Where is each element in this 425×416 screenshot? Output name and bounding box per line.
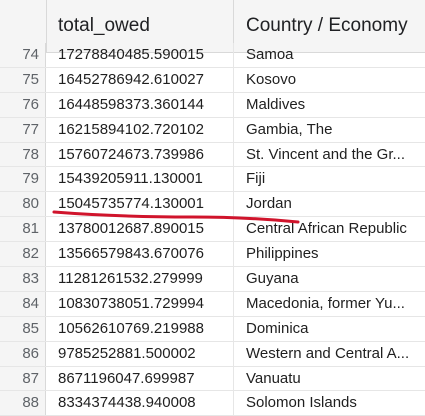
cell-country[interactable]: Kosovo <box>246 70 297 88</box>
cell-country[interactable]: Dominica <box>246 319 309 337</box>
table-body: 74 17278840485.590015 Samoa 75 16452786942.6… <box>0 43 425 416</box>
cell-total-owed[interactable]: 17278840485.590015 <box>46 43 234 67</box>
cell-country[interactable]: Vanuatu <box>246 369 301 387</box>
column-header-country[interactable]: Country / Economy <box>246 15 408 36</box>
cell-total-owed[interactable]: 13780012687.890015 <box>46 217 234 242</box>
table-row[interactable]: 77 16215894102.720102 Gambia, The <box>0 117 425 143</box>
row-index: 79 <box>0 167 46 192</box>
row-index: 78 <box>0 142 46 167</box>
row-index: 85 <box>0 316 46 341</box>
index-column-header <box>0 0 47 52</box>
column-header-total-owed[interactable]: total_owed <box>46 0 234 52</box>
table-row[interactable]: 81 13780012687.890015 Central African Repu… <box>0 217 425 243</box>
row-index: 81 <box>0 217 46 242</box>
row-index: 84 <box>0 291 46 316</box>
row-index: 76 <box>0 92 46 117</box>
table-row[interactable]: 86 9785252881.500002 Western and Central A… <box>0 341 425 367</box>
cell-total-owed[interactable]: 16448598373.360144 <box>46 92 234 117</box>
row-index: 87 <box>0 366 46 391</box>
cell-total-owed[interactable]: 11281261532.279999 <box>46 267 234 291</box>
cell-total-owed[interactable]: 8334374438.940008 <box>46 391 234 416</box>
cell-country[interactable]: Maldives <box>246 95 306 113</box>
cell-country[interactable]: Guyana <box>246 270 299 288</box>
cell-country[interactable]: Philippines <box>246 245 319 263</box>
table-row[interactable]: 79 15439205911.130001 Fiji <box>0 167 425 193</box>
row-index: 88 <box>0 391 46 416</box>
table-row[interactable]: 74 17278840485.590015 Samoa <box>0 43 425 68</box>
cell-total-owed[interactable]: 15760724673.739986 <box>46 142 234 167</box>
cell-country[interactable]: Fiji <box>246 170 266 188</box>
cell-total-owed[interactable]: 15439205911.130001 <box>46 167 234 192</box>
row-index: 74 <box>0 43 46 67</box>
table-row[interactable]: 83 11281261532.279999 Guyana <box>0 267 425 292</box>
row-index: 83 <box>0 267 46 291</box>
table-row[interactable]: 76 16448598373.360144 Maldives <box>0 92 425 118</box>
table-row[interactable]: 80 15045735774.130001 Jordan <box>0 192 425 218</box>
table-row[interactable]: 87 8671196047.699987 Vanuatu <box>0 366 425 392</box>
table-header: total_owed Country / Economy <box>0 0 425 53</box>
table-row[interactable]: 82 13566579843.670076 Philippines <box>0 242 425 268</box>
cell-country[interactable]: Macedonia, former Yu... <box>246 294 405 312</box>
row-index: 86 <box>0 341 46 366</box>
cell-total-owed[interactable]: 9785252881.500002 <box>46 341 234 366</box>
cell-total-owed[interactable]: 15045735774.130001 <box>46 192 234 217</box>
table-row[interactable]: 84 10830738051.729994 Macedonia, former Yu… <box>0 291 425 317</box>
cell-country[interactable]: Western and Central A... <box>246 344 410 362</box>
cell-total-owed[interactable]: 16452786942.610027 <box>46 67 234 92</box>
cell-country[interactable]: St. Vincent and the Gr... <box>246 145 405 163</box>
cell-total-owed[interactable]: 8671196047.699987 <box>46 366 234 391</box>
table-row[interactable]: 75 16452786942.610027 Kosovo <box>0 67 425 93</box>
cell-country[interactable]: Solomon Islands <box>246 394 357 412</box>
table-row[interactable]: 78 15760724673.739986 St. Vincent and the … <box>0 142 425 168</box>
table-row[interactable]: 88 8334374438.940008 Solomon Islands <box>0 391 425 416</box>
row-index: 75 <box>0 67 46 92</box>
cell-country[interactable]: Samoa <box>246 46 294 63</box>
row-index: 82 <box>0 242 46 267</box>
cell-country[interactable]: Central African Republic <box>246 220 407 238</box>
cell-total-owed[interactable]: 10830738051.729994 <box>46 291 234 316</box>
cell-total-owed[interactable]: 10562610769.219988 <box>46 316 234 341</box>
cell-country[interactable]: Jordan <box>246 195 292 213</box>
row-index: 77 <box>0 117 46 142</box>
cell-total-owed[interactable]: 16215894102.720102 <box>46 117 234 142</box>
table-row[interactable]: 85 10562610769.219988 Dominica <box>0 316 425 342</box>
row-index: 80 <box>0 192 46 217</box>
cell-country[interactable]: Gambia, The <box>246 120 333 138</box>
cell-total-owed[interactable]: 13566579843.670076 <box>46 242 234 267</box>
